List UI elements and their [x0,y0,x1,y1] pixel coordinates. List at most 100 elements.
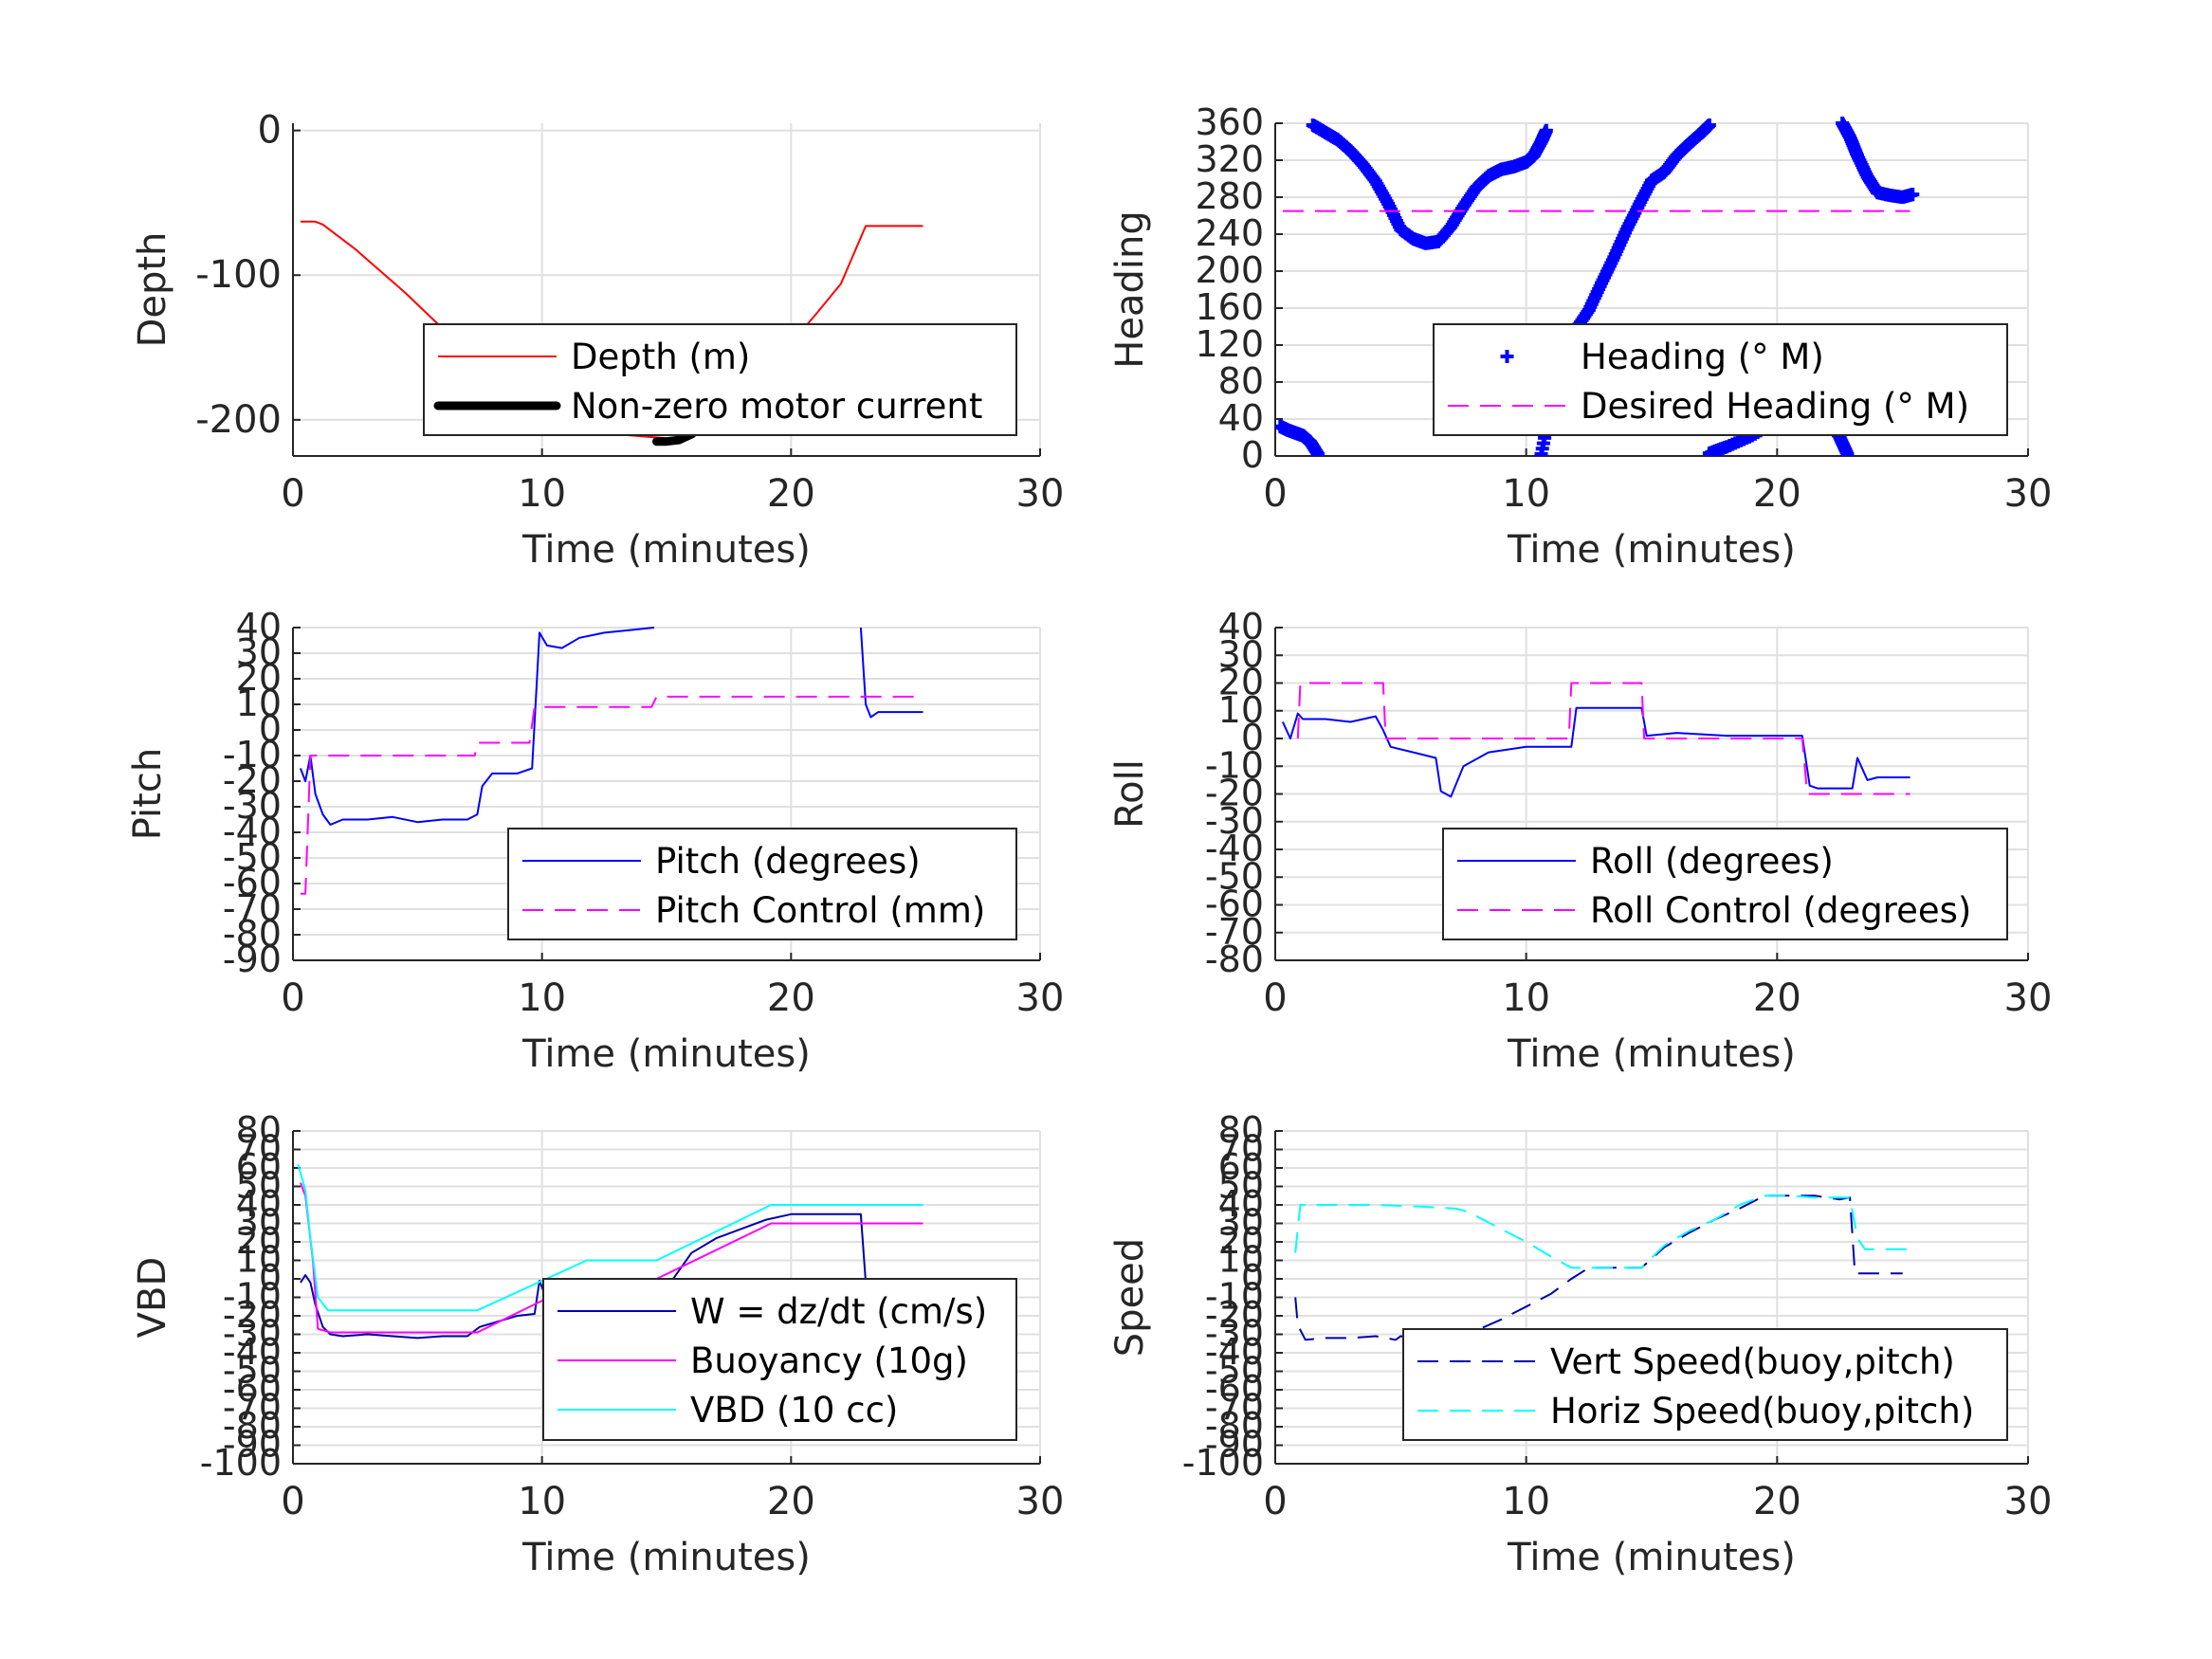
y-tick-label: 10 [236,683,282,724]
series-depth-0-line [300,220,923,440]
x-tick-label: 20 [767,976,815,1020]
y-tick-label: 60 [1218,1146,1264,1188]
y-tick-label: -10 [223,1276,282,1318]
x-tick-label: 10 [518,472,566,516]
legend-label: Roll (degrees) [1590,841,1834,882]
x-tick-label: 20 [1753,472,1801,516]
y-axis-label: Pitch [126,748,170,840]
y-tick-label: -90 [223,939,282,980]
y-tick-label: -100 [195,253,282,297]
y-tick-label: -50 [223,1350,282,1392]
x-tick-label: 0 [281,976,304,1020]
y-tick-label: 80 [1218,1109,1264,1151]
legend-box [1433,323,2008,436]
x-tick-label: 10 [518,976,566,1020]
x-tick-label: 0 [1263,976,1287,1020]
y-tick-label: 20 [1218,662,1264,703]
heading-point [1906,188,1920,202]
x-axis-label: Time (minutes) [1507,1536,1796,1579]
y-tick-label: 40 [236,1183,282,1225]
y-tick-label: 280 [1195,175,1264,217]
y-tick-label: -20 [1205,773,1264,814]
y-tick-label: 80 [236,1109,282,1151]
legend-box [507,828,1017,940]
y-tick-label: -40 [1205,828,1264,869]
y-tick-label: -100 [1182,1442,1264,1484]
y-tick-label: 30 [1218,1202,1264,1244]
y-axis-label: Roll [1108,759,1152,829]
series-pitch-1-line [300,695,923,895]
x-axis-label: Time (minutes) [1507,1032,1796,1076]
x-axis-label: Time (minutes) [521,528,811,572]
y-tick-label: 30 [236,1202,282,1244]
y-axis-label: Depth [131,232,174,348]
series-group [1294,1194,1910,1341]
y-tick-label: 80 [1218,360,1264,402]
y-tick-label: -10 [1205,744,1264,786]
x-tick-label: 30 [1016,976,1065,1020]
y-tick-label: -20 [223,1294,282,1336]
y-tick-label: 70 [1218,1128,1264,1170]
legend: Roll (degrees) Roll Control (degrees) [1442,828,2008,940]
y-tick-label: 20 [236,657,282,699]
y-tick-label: -50 [223,836,282,878]
y-tick-label: -70 [223,887,282,929]
y-tick-label: -30 [223,1313,282,1355]
y-tick-label: -80 [1205,939,1264,980]
y-tick-label: -20 [1205,1294,1264,1336]
series-roll-1-line [1296,682,1910,795]
y-tick-label: 50 [1218,1165,1264,1207]
y-axis-label: VBD [131,1257,174,1339]
y-tick-label: -60 [223,862,282,903]
legend: Heading (° M) Desired Heading (° M) [1433,323,2008,436]
series-heading-0-markers [1275,419,1325,456]
y-tick-label: 360 [1195,101,1264,143]
y-tick-label: 30 [236,631,282,673]
series-pitch-0-seg-0-line [299,627,655,826]
y-tick-label: -100 [200,1442,282,1484]
y-tick-label: 240 [1195,212,1264,254]
legend: Depth (m) Non-zero motor current [423,323,1017,436]
y-tick-label: 0 [1241,717,1264,758]
legend-label: Depth (m) [571,337,750,377]
y-tick-label: 200 [1195,249,1264,291]
y-tick-label: 40 [236,606,282,647]
y-tick-label: 30 [1218,633,1264,675]
x-tick-label: 30 [2004,976,2053,1020]
y-tick-label: 10 [1218,689,1264,731]
y-tick-label: 0 [259,708,282,750]
x-axis-label: Time (minutes) [521,1536,811,1579]
legend-label: W = dz/dt (cm/s) [690,1291,987,1332]
legend-swatch-marker [1500,350,1514,363]
legend-label: Buoyancy (10g) [690,1340,968,1381]
y-tick-label: 50 [236,1165,282,1207]
heading-point [1310,447,1325,456]
y-tick-label: -30 [1205,800,1264,842]
series-group [297,1163,923,1340]
y-tick-label: 10 [1218,1239,1264,1281]
y-tick-label: -60 [1205,1368,1264,1410]
y-tick-label: -50 [1205,1350,1264,1392]
y-tick-label: -70 [223,1387,282,1429]
series-heading-0-markers [1306,118,1553,250]
heading-point [1840,447,1855,456]
y-axis-label: Heading [1108,210,1152,368]
y-tick-label: 0 [1241,434,1264,476]
legend: Pitch (degrees) Pitch Control (mm) [507,828,1017,940]
y-tick-label: 40 [1218,606,1264,647]
legend-label: Pitch (degrees) [655,841,921,882]
y-tick-label: 40 [1218,397,1264,439]
series-group [1275,117,1920,456]
y-axis-label: Speed [1108,1238,1152,1357]
y-tick-label: 120 [1195,323,1264,365]
y-tick-label: -20 [223,759,282,801]
legend-label: Horiz Speed(buoy,pitch) [1550,1391,1974,1431]
heading-point [1539,123,1553,137]
x-tick-label: 0 [1263,1480,1287,1523]
panel-speed: 80706050403020100-10-20-30-40-50-60-70-8… [1108,1109,2052,1579]
y-tick-label: -70 [1205,911,1264,953]
y-tick-label: -40 [223,1331,282,1373]
y-tick-label: 20 [236,1220,282,1262]
y-tick-label: 70 [236,1128,282,1170]
